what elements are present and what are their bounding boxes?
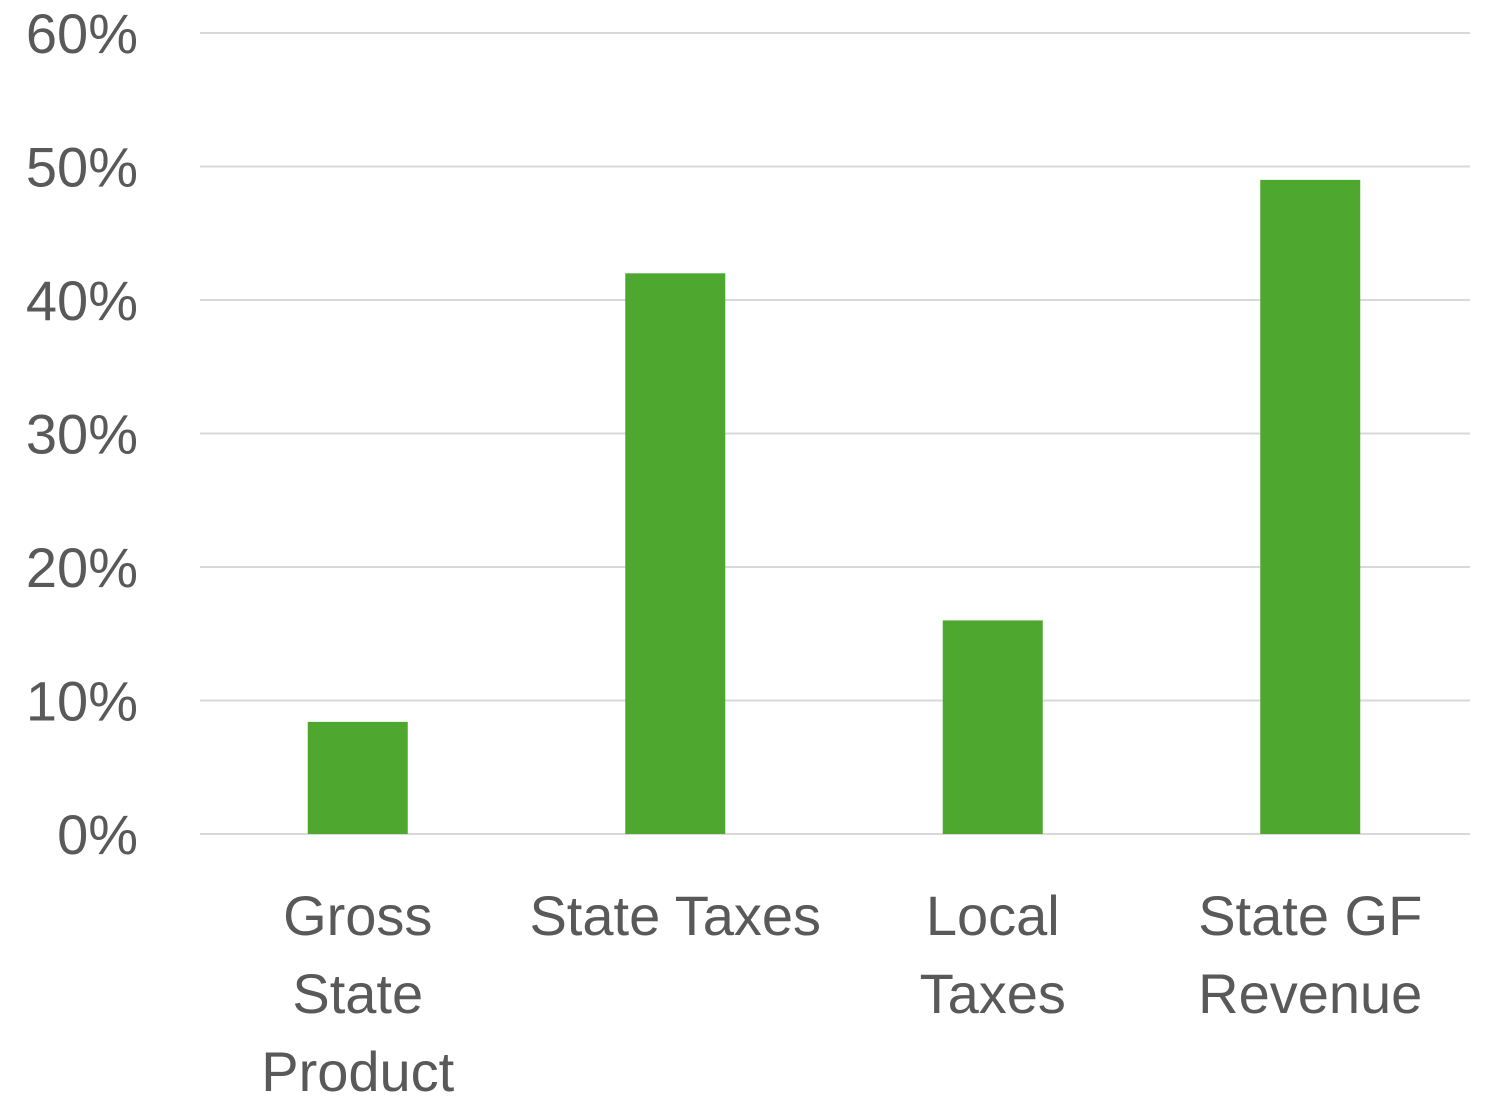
x-category-label: State — [292, 962, 423, 1025]
bar — [1260, 179, 1361, 835]
bar — [942, 620, 1043, 834]
y-tick-label: 10% — [26, 670, 138, 733]
x-axis-category-labels: Gross State Product State Taxes Local Taxes St… — [261, 884, 1422, 1098]
bar — [625, 273, 726, 834]
y-tick-label: 20% — [26, 536, 138, 599]
y-tick-label: 40% — [26, 269, 138, 332]
y-tick-label: 60% — [26, 2, 138, 65]
y-tick-label: 50% — [26, 136, 138, 199]
x-category-label: State GF — [1198, 884, 1422, 947]
x-category-label: Local — [926, 884, 1060, 947]
x-category-label: State Taxes — [529, 884, 821, 947]
bar — [307, 721, 408, 834]
bars — [307, 179, 1361, 835]
x-category-label: Gross — [283, 884, 432, 947]
x-category-label: Revenue — [1198, 962, 1422, 1025]
y-axis-tick-labels: 0% 10% 20% 30% 40% 50% 60% — [26, 2, 138, 866]
x-category-label: Product — [261, 1040, 454, 1098]
y-tick-label: 30% — [26, 403, 138, 466]
x-category-label: Taxes — [920, 962, 1066, 1025]
y-tick-label: 0% — [57, 803, 138, 866]
gridlines — [200, 32, 1470, 835]
